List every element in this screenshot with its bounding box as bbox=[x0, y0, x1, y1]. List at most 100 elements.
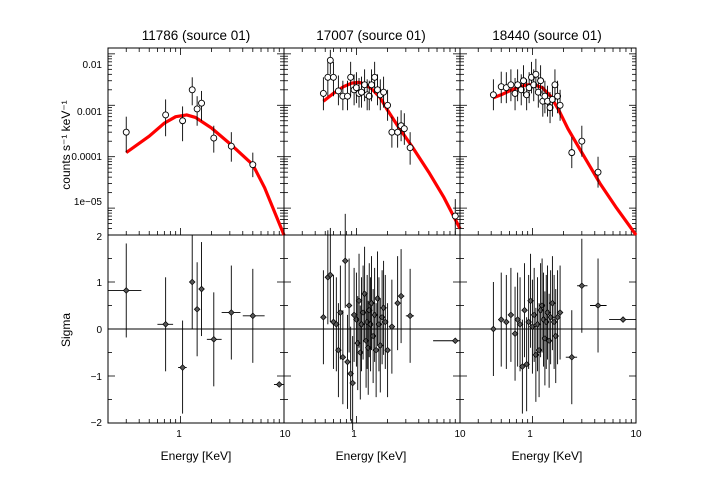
y-top-tick-label-1: 0.01 bbox=[83, 60, 103, 71]
spectrum-point-2 bbox=[371, 73, 379, 81]
spectrum-point-3 bbox=[517, 86, 525, 94]
residual-point-2 bbox=[384, 346, 391, 354]
y-top-tick-label-4: 1e−05 bbox=[74, 197, 103, 208]
spectrum-point-3 bbox=[534, 88, 542, 96]
spectrum-point-2 bbox=[334, 87, 342, 95]
x-axis-label-3: Energy [KeV] bbox=[512, 449, 583, 463]
residual-point-2 bbox=[327, 271, 334, 279]
y-top-tick-label-2: 0.001 bbox=[77, 107, 102, 118]
top-frame-1 bbox=[107, 47, 285, 236]
residual-point-3 bbox=[490, 325, 497, 333]
spectrum-point-2 bbox=[319, 89, 327, 97]
spectrum-point-1 bbox=[188, 86, 196, 94]
x-tick-label-1-10: 10 bbox=[279, 429, 291, 440]
x-tick-label-3-10: 10 bbox=[630, 429, 642, 440]
residual-point-2 bbox=[406, 312, 414, 320]
residual-point-2 bbox=[372, 346, 380, 354]
spectrum-point-2 bbox=[344, 92, 351, 100]
spectrum-point-3 bbox=[489, 91, 497, 99]
spectrum-point-1 bbox=[162, 111, 170, 119]
y-axis-label-top: counts s⁻¹ keV⁻¹ bbox=[59, 100, 73, 189]
residual-point-2 bbox=[374, 295, 381, 302]
spectrum-point-3 bbox=[537, 77, 545, 85]
spectrum-point-3 bbox=[546, 104, 554, 112]
residual-point-1 bbox=[249, 312, 257, 320]
spectrum-point-2 bbox=[326, 56, 334, 64]
y-bottom-tick-label-1: 2 bbox=[96, 232, 102, 243]
residual-point-2 bbox=[339, 353, 347, 361]
spectrum-point-3 bbox=[551, 81, 559, 89]
spectrum-point-2 bbox=[352, 84, 360, 92]
residual-point-1 bbox=[228, 309, 235, 316]
spectrum-point-3 bbox=[523, 91, 531, 99]
residual-point-3 bbox=[554, 313, 561, 321]
plot-layer bbox=[107, 47, 638, 431]
residual-point-3 bbox=[514, 316, 521, 323]
y-bottom-tick-label-2: 1 bbox=[96, 278, 102, 289]
x-axis-label-2: Energy [KeV] bbox=[336, 449, 407, 463]
x-tick-label-2-10: 10 bbox=[454, 429, 466, 440]
residual-point-3 bbox=[519, 363, 526, 370]
residual-point-3 bbox=[578, 282, 586, 290]
panel-title-1: 11786 (source 01) bbox=[142, 28, 251, 43]
residual-point-2 bbox=[355, 297, 363, 305]
y-top-tick-label-3: 0.0001 bbox=[71, 152, 102, 163]
spectrum-point-1 bbox=[249, 161, 257, 169]
y-bottom-tick-label-3: 0 bbox=[96, 325, 102, 336]
x-tick-label-2-1: 1 bbox=[351, 429, 357, 440]
spectrum-point-3 bbox=[554, 92, 562, 100]
residual-point-2 bbox=[330, 318, 337, 326]
spectrum-point-2 bbox=[368, 81, 375, 89]
model-curve-1 bbox=[125, 113, 286, 236]
spectrum-point-2 bbox=[361, 81, 369, 89]
x-tick-label-1-1: 1 bbox=[176, 429, 182, 440]
residual-point-2 bbox=[345, 302, 353, 309]
spectrum-point-3 bbox=[548, 95, 556, 103]
residual-point-1 bbox=[122, 287, 130, 294]
residual-point-2 bbox=[388, 323, 396, 330]
residual-point-2 bbox=[375, 321, 383, 328]
residual-point-1 bbox=[162, 321, 169, 328]
residual-point-3 bbox=[594, 302, 602, 309]
x-axis-label-1: Energy [KeV] bbox=[161, 449, 232, 463]
residual-point-3 bbox=[511, 330, 519, 337]
spectrum-point-3 bbox=[568, 149, 576, 157]
spectrum-point-2 bbox=[329, 73, 337, 81]
spectrum-point-1 bbox=[227, 142, 235, 150]
spectrum-point-2 bbox=[384, 101, 392, 109]
spectrum-point-1 bbox=[198, 99, 206, 107]
residual-point-3 bbox=[521, 306, 528, 314]
spectrum-point-2 bbox=[388, 128, 396, 136]
residual-point-1 bbox=[179, 364, 186, 371]
spectrum-point-3 bbox=[578, 137, 586, 145]
panel-title-3: 18440 (source 01) bbox=[492, 28, 602, 43]
spectrum-point-3 bbox=[507, 81, 515, 89]
residual-point-2 bbox=[364, 344, 372, 352]
y-bottom-tick-label-4: −1 bbox=[91, 372, 103, 383]
spectrum-point-1 bbox=[210, 134, 218, 142]
spectrum-point-3 bbox=[594, 168, 602, 176]
spectrum-point-3 bbox=[556, 101, 564, 109]
spectrum-point-1 bbox=[193, 105, 201, 113]
residual-point-3 bbox=[556, 309, 564, 316]
residual-point-1 bbox=[210, 336, 218, 343]
residual-point-3 bbox=[497, 316, 505, 323]
spectrum-point-2 bbox=[324, 73, 332, 81]
spectrum-point-3 bbox=[511, 89, 519, 97]
residual-point-2 bbox=[349, 379, 356, 387]
x-tick-label-3-1: 1 bbox=[527, 429, 533, 440]
spectrum-point-2 bbox=[358, 88, 365, 96]
spectrum-point-2 bbox=[400, 125, 408, 133]
residual-point-3 bbox=[507, 311, 515, 319]
residual-point-1 bbox=[188, 278, 196, 286]
model-curve-2 bbox=[322, 80, 462, 230]
residual-point-3 bbox=[503, 318, 510, 326]
spectrum-point-3 bbox=[520, 77, 527, 85]
spectrum-point-1 bbox=[179, 117, 187, 125]
residual-point-3 bbox=[619, 316, 627, 323]
y-bottom-tick-label-5: −2 bbox=[91, 418, 103, 429]
residual-point-3 bbox=[568, 353, 576, 361]
spectrum-point-2 bbox=[365, 92, 373, 100]
residual-point-2 bbox=[394, 299, 401, 307]
residual-point-2 bbox=[341, 257, 349, 265]
